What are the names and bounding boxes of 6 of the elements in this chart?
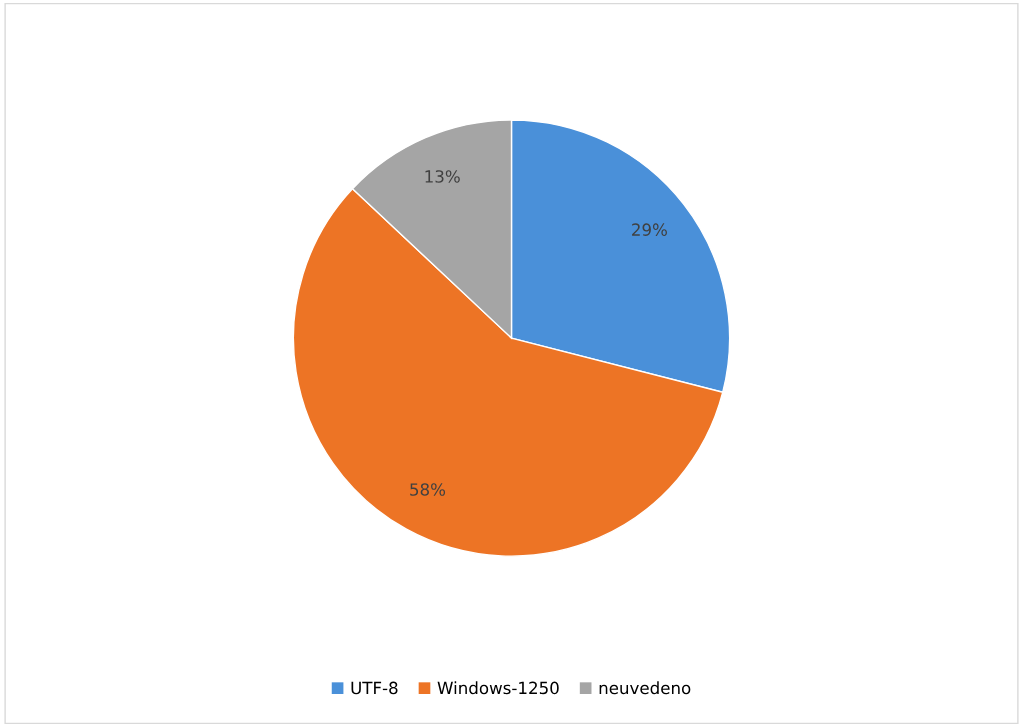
legend-label: Windows-1250 — [437, 681, 559, 695]
data-label: 29% — [632, 223, 667, 236]
data-label: 13% — [425, 170, 460, 183]
legend-label: UTF-8 — [351, 681, 398, 695]
data-label: 58% — [410, 483, 446, 496]
legend-label: neuvedeno — [599, 681, 691, 695]
